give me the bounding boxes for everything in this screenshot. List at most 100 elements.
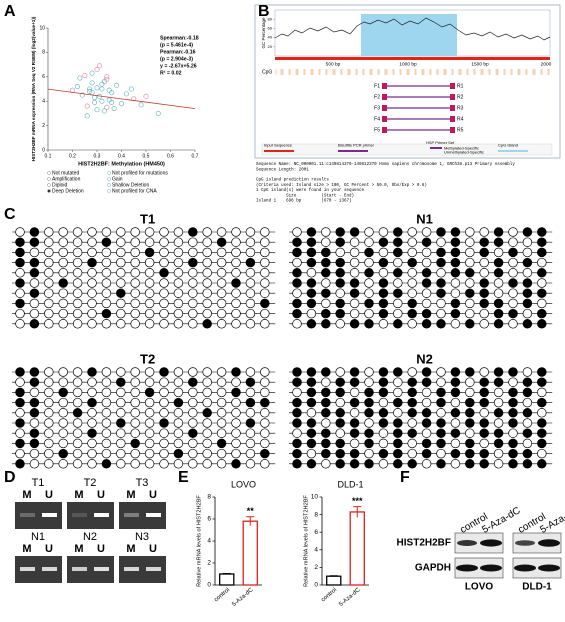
unmethylated-cpg [116,227,126,237]
x-tick-label: 0.1 [45,153,52,159]
methylated-cpg [306,397,317,408]
methylated-cpg [378,257,389,268]
methylated-cpg [493,367,504,377]
unmethylated-cpg [245,298,256,309]
unmethylated-cpg [522,367,533,377]
gc-tick-label: 80 [268,16,273,21]
unmethylated-cpg [260,268,270,278]
unmethylated-cpg [231,438,241,449]
methylated-cpg [393,288,403,298]
x-axis-label: HIST2H2BF: Methylation (HM450) [78,161,165,167]
unmethylated-cpg [407,367,417,377]
unmethylated-cpg [188,367,198,377]
point [143,93,149,99]
unmethylated-cpg [144,298,155,309]
unmethylated-cpg [260,438,270,449]
unmethylated-cpg [231,408,241,418]
unmethylated-cpg [522,418,533,428]
unmethylated-cpg [508,237,518,247]
unmethylated-cpg [144,438,155,449]
methylated-cpg [479,237,489,247]
primer [382,105,387,111]
unmethylated-cpg [407,278,417,288]
methylated-cpg [101,237,112,247]
methylated-cpg [335,418,345,428]
methylated-cpg [421,377,432,387]
significance: ** [247,506,255,516]
gel-band [146,567,161,571]
unmethylated-cpg [245,387,256,398]
methylated-cpg [292,438,302,449]
unmethylated-cpg [72,438,83,449]
primer [382,116,387,122]
methylated-cpg [231,367,241,377]
unmethylated-cpg [188,438,198,449]
unmethylated-cpg [173,408,184,418]
y-tick-label: 10 [311,494,319,501]
unmethylated-cpg [159,278,169,288]
unmethylated-cpg [58,319,68,329]
gc-tick-label: 40 [268,35,273,40]
error-bar [222,572,231,575]
error-bar [246,516,255,526]
unmethylated-cpg [101,278,112,288]
methylated-cpg [292,247,302,258]
unmethylated-cpg [72,459,83,469]
methylated-cpg [321,448,331,459]
methylated-cpg [15,257,25,268]
unmethylated-cpg [130,367,140,377]
unmethylated-cpg [159,308,169,319]
unmethylated-cpg [216,247,227,258]
unmethylated-cpg [87,268,97,278]
methylated-cpg [306,298,317,309]
unmethylated-cpg [245,247,256,258]
unmethylated-cpg [349,247,360,258]
unmethylated-cpg [508,319,518,329]
unmethylated-cpg [436,237,446,247]
cpg-sites [275,69,550,75]
unmethylated-cpg [173,387,184,398]
x-tick-label: control [320,587,338,603]
methylated-cpg [321,268,331,278]
unmethylated-cpg [72,278,83,288]
unmethylated-cpg [393,408,403,418]
methylated-cpg [335,268,345,278]
stat-text: Spearman:-0.18 [160,35,199,41]
panel-label: B [258,3,270,20]
methylated-cpg [522,298,533,309]
point [84,103,90,109]
methylated-cpg [436,438,446,449]
legend-label: Not mutated [52,170,79,176]
unmethylated-cpg [321,459,331,469]
point [79,92,85,98]
methylated-cpg [378,278,389,288]
unmethylated-cpg [216,278,227,288]
methylated-cpg [349,227,360,237]
unmethylated-cpg [245,288,256,298]
methylated-cpg [479,377,489,387]
gel-band [94,567,109,571]
unmethylated-cpg [130,428,140,438]
point [96,63,103,69]
unmethylated-cpg [116,298,126,309]
unmethylated-cpg [130,247,140,258]
unmethylated-cpg [44,397,54,408]
band [538,564,560,572]
unmethylated-cpg [44,377,54,387]
unmethylated-cpg [101,387,112,398]
legend-label: Amplification [52,176,81,182]
blot [454,557,504,579]
methylated-cpg [378,387,389,398]
methylated-cpg [306,247,317,258]
methylated-cpg [479,418,489,428]
methylated-cpg [393,428,403,438]
unmethylated-cpg [144,428,155,438]
methylated-cpg [465,459,475,469]
unmethylated-cpg [15,408,25,418]
unmethylated-cpg [465,247,475,258]
cell-line-label: DLD-1 [522,582,552,593]
methylated-cpg [465,408,475,418]
methylated-cpg [364,428,374,438]
unmethylated-cpg [116,438,126,449]
unmethylated-cpg [306,308,317,319]
